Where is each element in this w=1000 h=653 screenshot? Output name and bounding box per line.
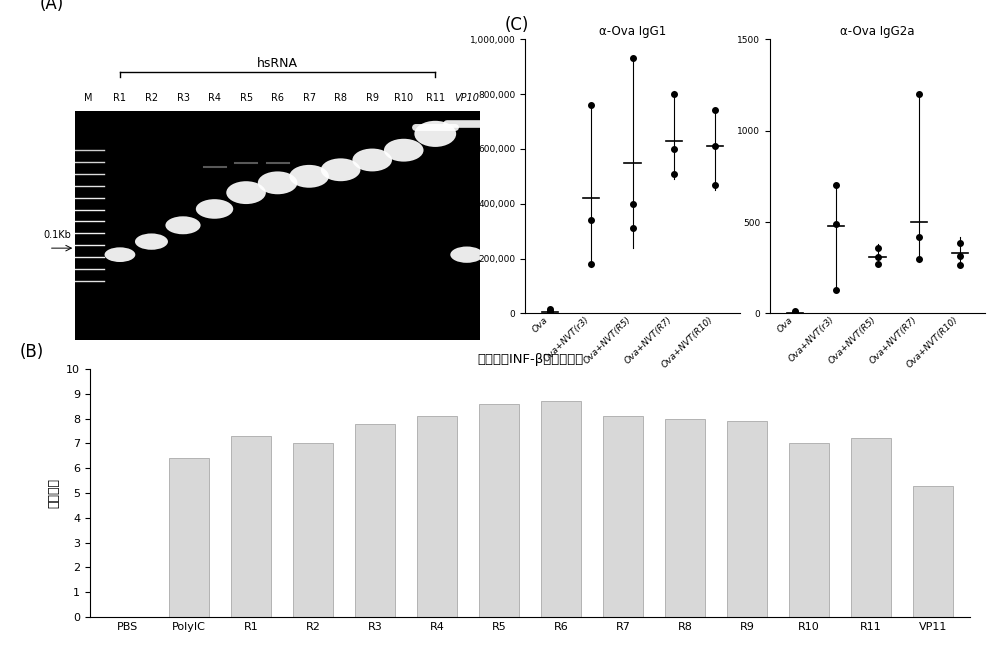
Bar: [355, 424, 395, 617]
Text: R7: R7: [303, 93, 316, 103]
Y-axis label: 激活倍数: 激活倍数: [48, 478, 61, 508]
Bar: [665, 419, 705, 617]
Title: 标准化的INF-β启动子活性: 标准化的INF-β启动子活性: [477, 353, 583, 366]
Bar: [727, 421, 767, 617]
Text: hsRNA: hsRNA: [257, 57, 298, 70]
Text: R10: R10: [394, 93, 413, 103]
Ellipse shape: [196, 199, 233, 219]
Ellipse shape: [135, 233, 168, 250]
FancyBboxPatch shape: [75, 111, 480, 340]
Text: M: M: [84, 93, 93, 103]
Bar: [541, 401, 581, 617]
Y-axis label: A.U (ug/ml): A.U (ug/ml): [454, 147, 464, 206]
Text: R5: R5: [240, 93, 253, 103]
Text: R11: R11: [426, 93, 445, 103]
Bar: [479, 404, 519, 617]
Text: R3: R3: [176, 93, 190, 103]
Bar: [913, 486, 953, 617]
Text: R1: R1: [113, 93, 126, 103]
Ellipse shape: [352, 148, 392, 171]
Ellipse shape: [105, 247, 135, 262]
Title: α-Ova IgG1: α-Ova IgG1: [599, 25, 666, 38]
Ellipse shape: [165, 216, 201, 234]
Bar: [851, 438, 891, 617]
Text: (B): (B): [20, 343, 44, 361]
Ellipse shape: [289, 165, 329, 188]
Text: R2: R2: [145, 93, 158, 103]
Text: R8: R8: [334, 93, 347, 103]
Text: R4: R4: [208, 93, 221, 103]
Text: (A): (A): [40, 0, 64, 13]
Bar: [231, 436, 271, 617]
Text: R9: R9: [366, 93, 379, 103]
Bar: [293, 443, 333, 617]
Bar: [169, 458, 209, 617]
Ellipse shape: [226, 181, 266, 204]
Bar: [789, 443, 829, 617]
Text: 0.1Kb: 0.1Kb: [43, 230, 71, 240]
Ellipse shape: [384, 139, 424, 162]
Text: (C): (C): [505, 16, 529, 35]
Ellipse shape: [414, 121, 456, 147]
Text: VP10: VP10: [454, 93, 479, 103]
Ellipse shape: [258, 171, 297, 195]
Title: α-Ova IgG2a: α-Ova IgG2a: [840, 25, 915, 38]
Ellipse shape: [321, 159, 360, 182]
Ellipse shape: [450, 246, 483, 263]
Bar: [603, 416, 643, 617]
Bar: [417, 416, 457, 617]
Text: R6: R6: [271, 93, 284, 103]
